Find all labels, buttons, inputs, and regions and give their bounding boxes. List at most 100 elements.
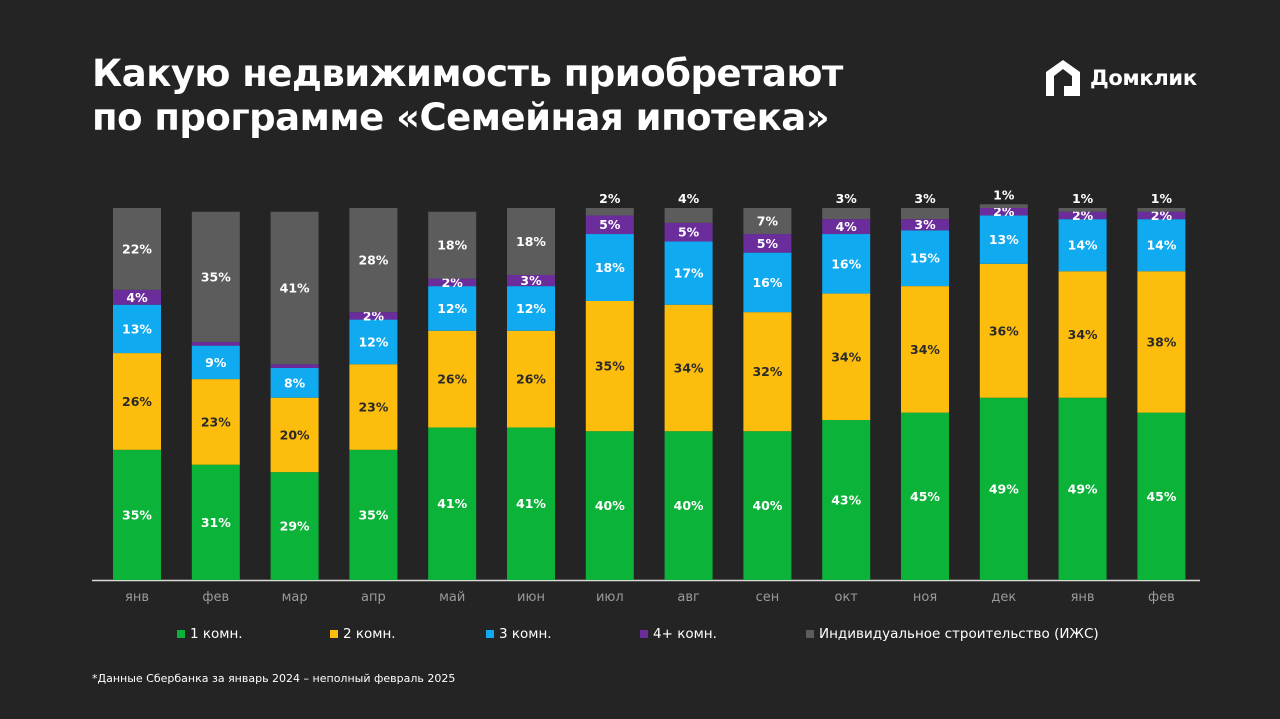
bar-segment <box>507 274 555 287</box>
bar-segment <box>349 208 398 313</box>
x-tick-label: фев <box>202 590 229 605</box>
title-line-1: Какую недвижимость приобретают <box>92 52 843 95</box>
data-label: 49% <box>989 481 1019 496</box>
data-label: 12% <box>437 301 467 316</box>
bar-segment <box>1058 219 1107 272</box>
data-label: 40% <box>595 498 625 513</box>
bar-segment <box>1137 208 1186 212</box>
title-line-2: по программе «Семейная ипотека» <box>92 96 830 139</box>
bar-segment <box>664 208 713 223</box>
legend-label: 1 комн. <box>190 626 243 642</box>
legend-swatch <box>806 630 814 638</box>
x-tick-label: янв <box>1071 590 1095 605</box>
x-tick-label: мар <box>282 590 308 605</box>
x-tick-label: май <box>439 590 465 605</box>
legend-item: 4+ комн. <box>640 626 717 642</box>
legend-swatch <box>330 630 338 638</box>
x-tick-label: окт <box>835 590 859 605</box>
legend-item: 1 комн. <box>177 626 243 642</box>
data-label: 2% <box>599 191 621 206</box>
data-label: 17% <box>674 266 704 281</box>
data-label: 31% <box>201 515 231 530</box>
data-label: 22% <box>122 241 152 256</box>
data-label: 13% <box>122 321 152 336</box>
bar-segment <box>191 464 240 580</box>
bar-segment <box>1058 211 1107 220</box>
bar-segment <box>585 301 634 432</box>
data-label: 35% <box>595 359 625 374</box>
legend-item: Индивидуальное строительство (ИЖС) <box>806 626 1099 642</box>
bar-segment <box>743 234 792 253</box>
bar-segment <box>1058 208 1107 212</box>
data-label: 14% <box>1068 238 1098 253</box>
data-label: 34% <box>910 342 940 357</box>
bar-segment <box>979 208 1028 216</box>
bar-segment <box>349 312 398 320</box>
data-label: 41% <box>516 496 546 511</box>
data-label: 1% <box>993 187 1015 202</box>
data-label: 5% <box>757 236 779 251</box>
bar-segment <box>664 222 713 242</box>
data-label: 12% <box>358 334 388 349</box>
legend-item: 3 комн. <box>486 626 552 642</box>
data-label: 35% <box>122 507 152 522</box>
x-tick-label: июл <box>596 590 624 605</box>
data-label: 1% <box>1151 191 1173 206</box>
bar-segment <box>270 367 319 398</box>
legend-label: 2 комн. <box>343 626 396 642</box>
data-label: 35% <box>358 507 388 522</box>
data-label: 16% <box>831 256 861 271</box>
data-label: 8% <box>284 375 306 390</box>
bar-segment <box>113 353 161 450</box>
data-label: 28% <box>358 253 388 268</box>
bar-stack: 49%36%13%2%1% <box>979 187 1028 580</box>
bar-segment <box>428 278 477 287</box>
data-label: 26% <box>437 372 467 387</box>
bar-segment <box>585 431 634 580</box>
legend-swatch <box>486 630 494 638</box>
data-label: 13% <box>989 232 1019 247</box>
bar-segment <box>428 330 477 428</box>
stacked-bar-chart: 35% 26% 13% 4% 22% янв 31% 23% 9% 1% 35% фев 29% 20% 8… <box>92 187 1200 605</box>
bar-segment <box>585 234 634 301</box>
data-label: 3% <box>914 217 936 232</box>
data-label: 7% <box>757 214 779 229</box>
data-label: 45% <box>910 489 940 504</box>
legend-label: 4+ комн. <box>653 626 717 642</box>
bar-stack: 35%23%12%2%28% <box>349 208 398 580</box>
bar-segment <box>1137 219 1186 272</box>
bar-stack: 45% 34% 15% 3% 3% <box>901 191 949 580</box>
data-label: 34% <box>674 360 704 375</box>
legend-swatch <box>177 630 185 638</box>
data-label: 45% <box>1146 489 1176 504</box>
bar-segment <box>1058 271 1107 398</box>
x-tick-label: июн <box>517 590 545 605</box>
footnote: *Данные Сбербанка за январь 2024 – непол… <box>92 672 456 685</box>
bar-stack: 40% 35% 18% 5% 2% <box>585 191 634 580</box>
page-title: Какую недвижимость приобретают по програ… <box>92 52 843 140</box>
bar-segment <box>822 293 871 421</box>
bar-segment <box>901 412 949 580</box>
domclick-house-icon <box>1046 60 1080 96</box>
data-label: 26% <box>516 372 546 387</box>
bar-segment <box>901 230 949 287</box>
x-tick-label: апр <box>361 590 386 605</box>
bar-segment <box>428 211 477 279</box>
chart-legend: 1 комн. 2 комн. 3 комн. 4+ комн. Индивидуаль… <box>0 626 1280 646</box>
legend-label: Индивидуальное строительство (ИЖС) <box>819 626 1099 642</box>
data-label: 18% <box>595 260 625 275</box>
bar-segment <box>664 304 713 432</box>
bar-segment <box>270 364 319 368</box>
bar-segment <box>507 208 555 275</box>
bar-segment <box>270 397 319 473</box>
legend-item: 2 комн. <box>330 626 396 642</box>
domclick-logo: Домклик <box>1044 58 1197 98</box>
data-label: 9% <box>205 355 227 370</box>
bar-segment <box>349 364 398 450</box>
legend-label: 3 комн. <box>499 626 552 642</box>
bar-segment <box>979 263 1028 398</box>
data-label: 5% <box>678 225 700 240</box>
data-label: 14% <box>1146 238 1176 253</box>
bar-segment <box>428 286 477 331</box>
data-label: 34% <box>1068 327 1098 342</box>
